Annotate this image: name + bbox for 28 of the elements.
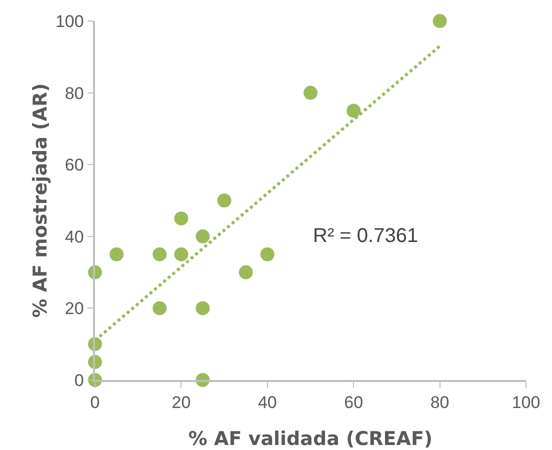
x-axis-title: % AF validada (CREAF): [188, 428, 433, 450]
x-tick-label: 20: [172, 393, 191, 412]
x-tick-label: 80: [430, 393, 450, 412]
point: [152, 301, 167, 316]
x-tick-label: 40: [258, 393, 277, 412]
x-tick-label: 0: [90, 393, 100, 412]
point: [196, 301, 210, 316]
point: [110, 247, 124, 262]
point: [152, 247, 167, 262]
point: [217, 194, 232, 208]
point: [174, 247, 188, 262]
y-tick-label: 100: [55, 12, 84, 31]
y-tick-label: 20: [64, 299, 84, 318]
x-tick-label: 60: [344, 393, 364, 412]
y-tick-label: 40: [64, 227, 84, 246]
point: [196, 229, 210, 244]
point: [174, 211, 188, 226]
point: [346, 104, 361, 118]
x-tick-label: 100: [512, 393, 540, 412]
y-tick-label: 0: [74, 370, 84, 390]
y-tick-label: 80: [64, 84, 84, 103]
point: [304, 86, 318, 100]
point: [260, 247, 274, 262]
y-tick-label: 60: [64, 156, 84, 175]
annotation: R² = 0.7361: [313, 225, 418, 247]
point: [432, 14, 447, 28]
y-axis-title: % AF mostrejada (AR): [30, 83, 52, 318]
point: [238, 265, 253, 280]
